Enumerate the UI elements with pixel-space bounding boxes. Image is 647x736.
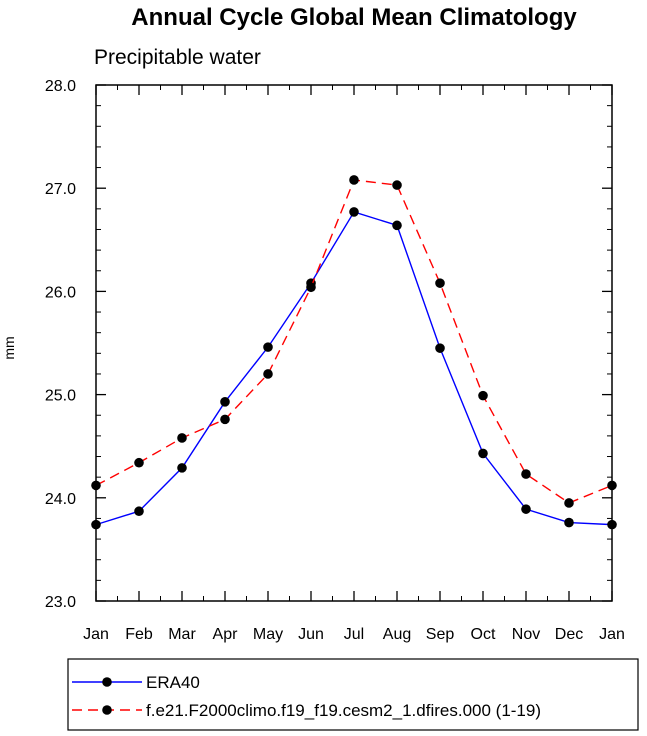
- data-point-s1-7: [392, 180, 402, 190]
- data-point-s1-2: [177, 433, 187, 443]
- data-point-s1-6: [349, 175, 359, 185]
- data-point-s1-5: [306, 282, 316, 293]
- data-point-s0-2: [177, 463, 187, 473]
- series-line-0: [95, 211, 613, 526]
- y-tick-label: 24.0: [45, 491, 76, 508]
- series-line-1: [95, 179, 613, 504]
- y-tick-label: 28.0: [45, 78, 76, 95]
- x-tick-label: Apr: [213, 626, 239, 643]
- data-point-s1-4: [263, 369, 273, 379]
- data-point-s0-11: [564, 517, 574, 528]
- x-tick-label: Aug: [383, 626, 411, 643]
- data-point-s0-3: [220, 397, 230, 407]
- x-tick-label: Jun: [298, 626, 324, 643]
- data-point-s1-1: [134, 457, 144, 468]
- x-tick-label: Jan: [599, 626, 625, 643]
- x-tick-label: Feb: [125, 626, 153, 643]
- data-point-s0-0: [91, 519, 101, 530]
- data-point-s1-11: [564, 498, 574, 508]
- x-tick-label: Sep: [426, 626, 455, 643]
- y-tick-label: 23.0: [45, 594, 76, 611]
- chart-subtitle: Precipitable water: [94, 46, 261, 69]
- legend-box: [67, 658, 639, 731]
- legend-label-0: ERA40: [146, 673, 200, 692]
- data-point-s1-0: [91, 480, 101, 491]
- y-axis-label: mm: [1, 336, 17, 359]
- chart-title: Annual Cycle Global Mean Climatology: [131, 4, 577, 31]
- x-tick-label: Mar: [168, 626, 196, 643]
- data-point-s0-9: [478, 448, 488, 459]
- data-point-s1-3: [220, 414, 230, 425]
- data-point-s1-10: [521, 469, 531, 479]
- data-point-s0-8: [435, 343, 445, 353]
- data-point-s1-8: [435, 278, 445, 288]
- data-point-s0-7: [392, 220, 402, 231]
- data-point-s0-12: [607, 519, 617, 530]
- y-tick-label: 27.0: [45, 181, 76, 198]
- x-tick-label: Jul: [344, 626, 364, 643]
- ticks-layer: Jan Feb Mar Apr May Jun Jul Aug Sep Oct Nov Dec Jan 2…: [45, 78, 625, 643]
- series-layer: [91, 175, 617, 530]
- x-tick-label: Jan: [83, 626, 109, 643]
- legend-marker-0: [102, 677, 112, 687]
- x-tick-label: Dec: [555, 626, 583, 643]
- data-point-s0-1: [134, 506, 144, 517]
- legend: ERA40 f.e21.F2000climo.f19_f19.cesm2_1.df…: [67, 658, 639, 731]
- plot-frame: [95, 84, 613, 602]
- data-point-s0-6: [349, 207, 359, 217]
- legend-label-1: f.e21.F2000climo.f19_f19.cesm2_1.dfires.…: [146, 701, 541, 720]
- data-point-s1-9: [478, 390, 488, 401]
- y-tick-label: 26.0: [45, 284, 76, 301]
- x-tick-label: Oct: [471, 626, 496, 643]
- legend-marker-1: [102, 705, 112, 715]
- data-point-s0-10: [521, 504, 531, 514]
- data-point-s0-4: [263, 342, 273, 352]
- data-point-s1-12: [607, 480, 617, 491]
- y-tick-label: 25.0: [45, 388, 76, 405]
- x-tick-label: Nov: [512, 626, 540, 643]
- x-tick-label: May: [253, 626, 283, 643]
